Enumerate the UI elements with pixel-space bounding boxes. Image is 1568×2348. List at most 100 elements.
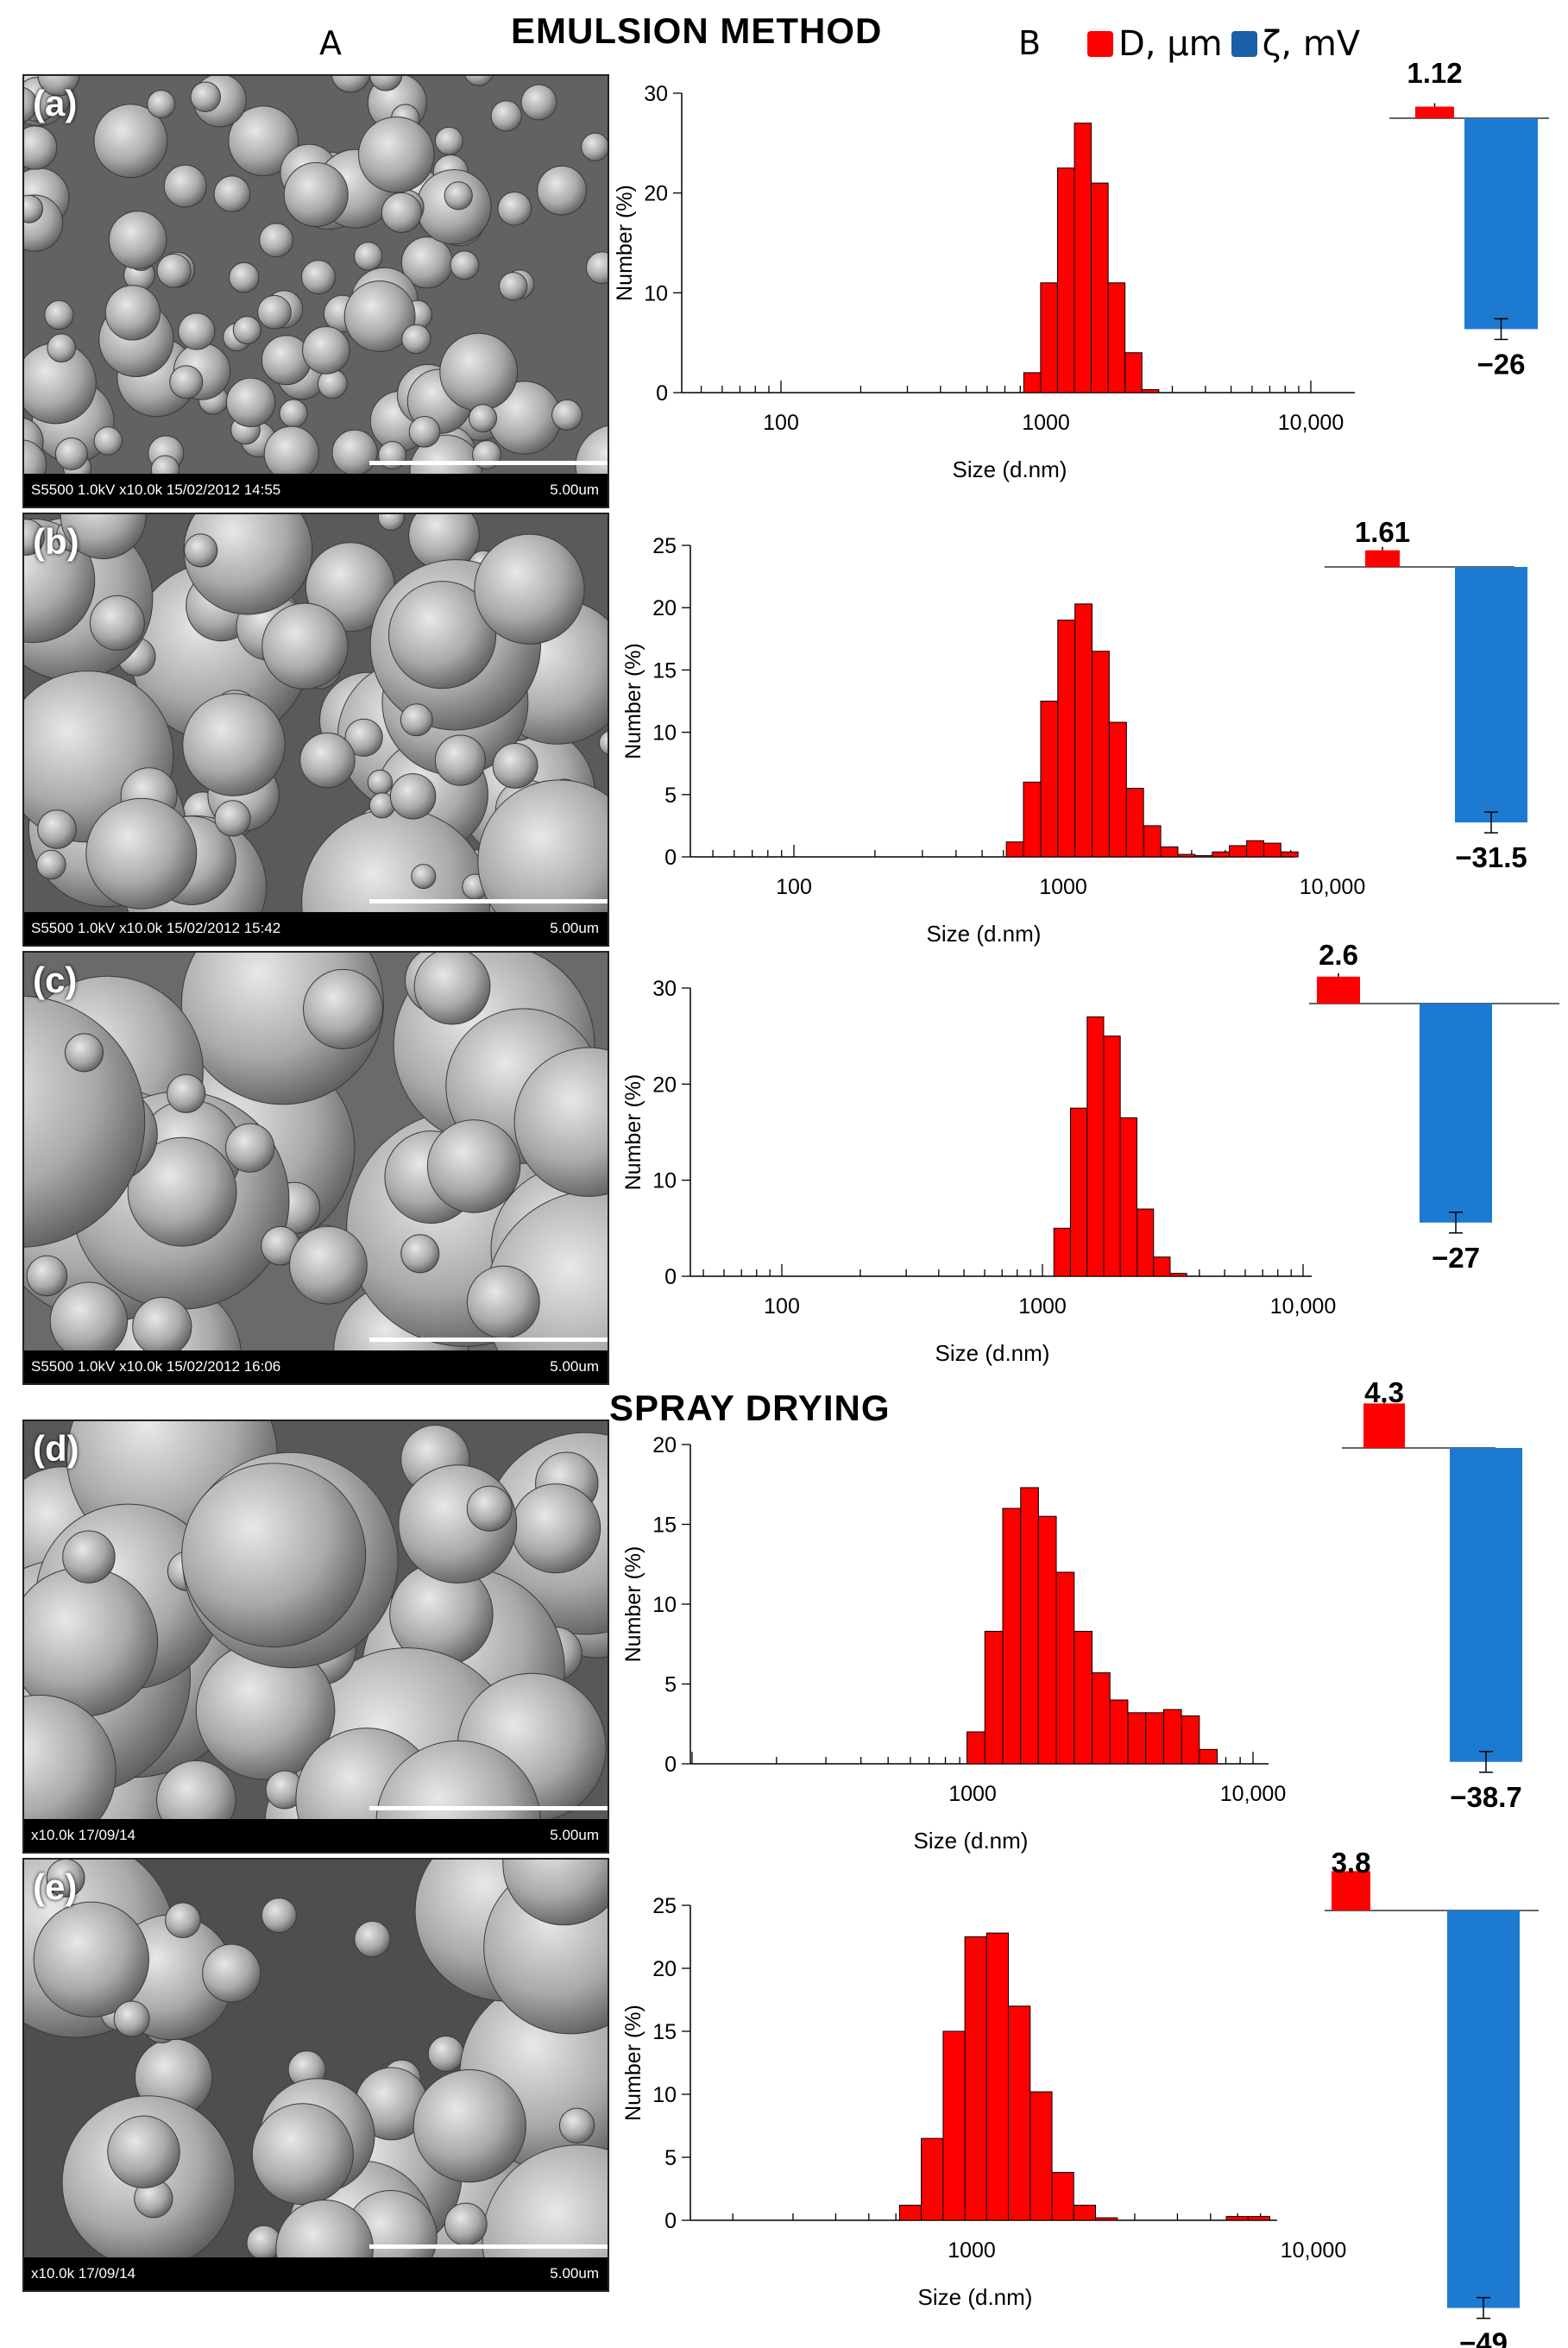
y-tick-label-4: 25 xyxy=(652,1894,677,1918)
sem-particle xyxy=(502,1860,608,1926)
sem-particle xyxy=(358,116,435,193)
histogram-bar-3 xyxy=(1037,1515,1057,1765)
d-value-label-4: 3.8 xyxy=(1332,1847,1371,1879)
sem-particle xyxy=(400,1234,440,1274)
x-tick-label-0: 1000 xyxy=(1022,411,1070,435)
sem-particles-a xyxy=(24,76,608,507)
sem-meta-e: x10.0k 17/09/14 xyxy=(31,2265,135,2282)
y-tick-label-2: 10 xyxy=(652,1169,677,1193)
histogram-bar-0 xyxy=(1141,389,1160,393)
x-axis-label-3: Size (d.nm) xyxy=(914,1828,1029,1854)
histogram-bar-3 xyxy=(1162,1709,1182,1765)
sem-particle xyxy=(232,316,261,345)
histogram-bar-3 xyxy=(1127,1712,1147,1765)
sem-info-bar-a: S5500 1.0kV x10.0k 15/02/2012 14:55 5.00… xyxy=(24,474,608,507)
histogram-bar-1 xyxy=(1040,701,1059,858)
histogram-bar-1 xyxy=(1229,845,1247,858)
histogram-bar-1 xyxy=(1143,825,1162,858)
sem-particle xyxy=(551,399,583,431)
histogram-bar-1 xyxy=(1194,855,1213,858)
sem-particle xyxy=(202,1943,261,2003)
d-bar-2 xyxy=(1317,976,1360,1004)
sem-particle xyxy=(229,261,260,293)
sem-particle xyxy=(182,693,286,796)
histogram-bar-4 xyxy=(898,2204,923,2221)
y-tick-label-3: 5 xyxy=(664,1673,677,1697)
sem-particle xyxy=(251,2103,354,2206)
scale-bar-d xyxy=(369,1806,608,1810)
sem-particles-d xyxy=(24,1421,608,1852)
y-axis-label-4: Number (%) xyxy=(621,2005,645,2121)
histogram-bar-4 xyxy=(1008,2005,1031,2221)
sem-particle xyxy=(47,333,76,363)
histogram-bar-0 xyxy=(1074,123,1093,393)
sem-particle xyxy=(343,280,416,352)
scale-bar-e xyxy=(369,2244,608,2249)
panel-label-d: (d) xyxy=(33,1428,79,1469)
y-tick-label-4: 5 xyxy=(664,2146,677,2170)
zeta-value-label-3: −38.7 xyxy=(1450,1781,1522,1813)
zeta-value-label-0: −26 xyxy=(1477,348,1526,380)
y-tick-label-2: 20 xyxy=(652,1073,677,1097)
x-tick-label-1: 1000 xyxy=(1039,875,1087,899)
d-bar-1 xyxy=(1365,550,1400,567)
sem-particle xyxy=(93,426,123,456)
sem-particle xyxy=(344,718,383,757)
sem-particle xyxy=(65,1033,104,1073)
sem-image-c: (c) S5500 1.0kV x10.0k 15/02/2012 16:06 … xyxy=(22,951,609,1385)
sem-particle xyxy=(178,312,216,350)
y-tick-label-4: 0 xyxy=(664,2209,677,2233)
sem-particle xyxy=(411,864,437,890)
sem-scale-e: 5.00um xyxy=(550,2265,599,2282)
histogram-bar-4 xyxy=(1095,2217,1118,2221)
sem-meta-d: x10.0k 17/09/14 xyxy=(31,1827,135,1843)
zeta-bar-4 xyxy=(1447,1911,1520,2308)
zeta-bar-0 xyxy=(1464,118,1538,330)
sem-particle xyxy=(127,1136,237,1247)
histogram-bar-2 xyxy=(1153,1256,1171,1277)
histogram-bar-2 xyxy=(1053,1227,1071,1277)
sem-particle xyxy=(401,324,431,355)
sem-particle xyxy=(225,377,276,427)
histogram-bar-3 xyxy=(984,1630,1004,1765)
sem-info-bar-e: x10.0k 17/09/14 5.00um xyxy=(24,2257,608,2290)
zeta-value-label-2: −27 xyxy=(1432,1242,1480,1274)
sem-info-bar-c: S5500 1.0kV x10.0k 15/02/2012 16:06 5.00… xyxy=(24,1350,608,1383)
sem-particle xyxy=(225,1123,275,1173)
sem-scale-a: 5.00um xyxy=(550,482,599,498)
panel-label-c: (c) xyxy=(33,960,78,1000)
histogram-bar-3 xyxy=(1109,1699,1129,1765)
histogram-bar-2 xyxy=(1119,1117,1137,1277)
sem-particle xyxy=(33,1901,149,2018)
sem-particle xyxy=(381,192,422,233)
x-tick-label-2: 100 xyxy=(764,1294,800,1319)
sem-particle xyxy=(93,104,168,179)
sem-particle xyxy=(289,1225,368,1305)
column-a-label: A xyxy=(319,24,342,62)
y-tick-label-3: 20 xyxy=(652,1433,677,1457)
histogram-bar-1 xyxy=(1125,788,1144,858)
sem-particles-b xyxy=(24,514,608,945)
sem-particle xyxy=(108,211,167,269)
sem-image-b: (b) S5500 1.0kV x10.0k 15/02/2012 15:42 … xyxy=(22,513,609,947)
sem-particle xyxy=(537,165,587,216)
sem-particle xyxy=(299,732,356,789)
y-tick-label-2: 0 xyxy=(664,1265,677,1289)
d-value-label-3: 4.3 xyxy=(1364,1376,1404,1408)
x-axis-label-1: Size (d.nm) xyxy=(927,921,1042,947)
y-tick-label-1: 15 xyxy=(652,658,677,683)
y-tick-label-1: 10 xyxy=(652,721,677,746)
sem-particle xyxy=(466,1485,513,1532)
histogram-bar-2 xyxy=(1169,1273,1187,1277)
sem-particle xyxy=(24,995,146,1248)
sem-image-d: (d) x10.0k 17/09/14 5.00um xyxy=(22,1420,609,1854)
histogram-bar-1 xyxy=(1057,620,1076,858)
histogram-bar-4 xyxy=(986,1932,1009,2221)
histogram-bar-3 xyxy=(1020,1487,1039,1765)
sem-particle xyxy=(37,76,80,97)
sem-particle xyxy=(147,90,176,119)
sem-particle xyxy=(301,260,336,295)
histogram-bar-1 xyxy=(1108,721,1127,858)
sem-scale-c: 5.00um xyxy=(550,1358,599,1375)
sem-particle xyxy=(257,294,292,330)
